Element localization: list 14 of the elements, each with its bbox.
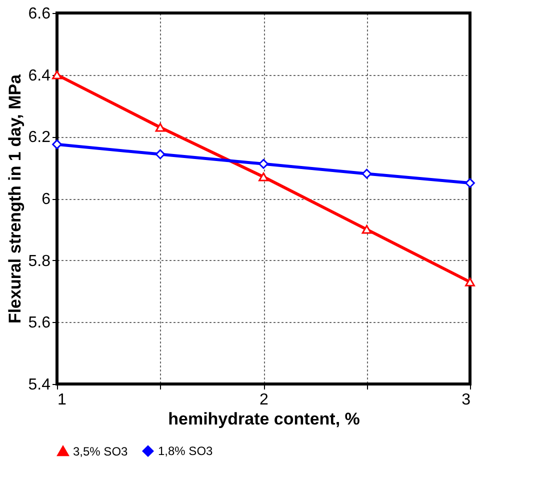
y-tick-label: 5.4 [28,376,51,394]
y-tick-label: 6.2 [28,129,51,146]
legend-label: 1,8% SO3 [158,444,214,458]
x-axis-title: hemihydrate content, % [168,410,360,428]
y-tick-label: 6.4 [28,67,51,84]
y-tick-label: 6.6 [28,6,51,22]
y-tick-label: 5.6 [28,314,51,332]
y-tick-label: 6 [42,191,51,208]
x-tick-label: 2 [260,392,269,408]
x-tick-label: 3 [462,392,471,408]
y-tick-label: 5.8 [28,252,51,270]
y-axis-title: Flexural strength in 1 day, MPa [5,74,24,324]
legend-label: 3,5% SO3 [73,444,128,458]
x-tick-label: 1 [58,392,66,408]
